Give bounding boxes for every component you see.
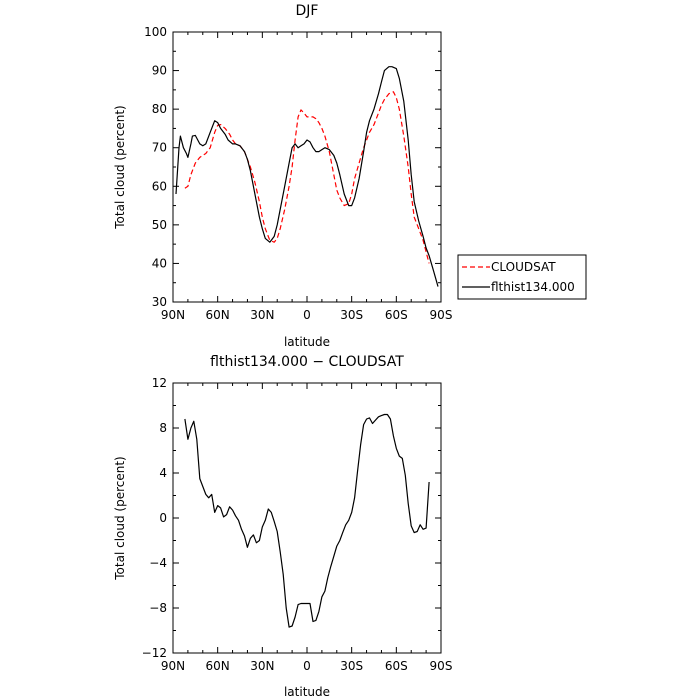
bottom-ylabel: Total cloud (percent) <box>113 456 127 580</box>
bottom-ytick-label: −4 <box>149 556 167 570</box>
bottom-xtick-label: 90N <box>161 659 185 673</box>
top-xtick-label: 90N <box>161 308 185 322</box>
bottom-xlabel: latitude <box>284 685 330 699</box>
top-ytick-label: 30 <box>152 295 167 309</box>
bottom-axis-ticks: 90N 60N 30N 0 30S 60S 90S −12 −8 −4 0 4 8 12 <box>142 376 453 673</box>
bottom-panel: flthist134.000 − CLOUDSAT 90N 60N 30N 0 30S 6… <box>113 354 452 699</box>
top-ytick-label: 50 <box>152 218 167 232</box>
bottom-title: flthist134.000 − CLOUDSAT <box>210 354 404 370</box>
top-ylabel: Total cloud (percent) <box>113 105 127 229</box>
top-xtick-label: 90S <box>430 308 453 322</box>
top-xlabel: latitude <box>284 335 330 349</box>
top-ytick-label: 70 <box>152 141 167 155</box>
top-xtick-label: 30N <box>250 308 274 322</box>
bottom-ytick-label: −12 <box>142 646 167 660</box>
top-title: DJF <box>296 3 319 19</box>
bottom-xtick-label: 90S <box>430 659 453 673</box>
bottom-ytick-label: −8 <box>149 601 167 615</box>
bottom-ytick-label: 12 <box>152 376 167 390</box>
top-panel: DJF 90N 60N 30N 0 30S 60S 90S 30 40 50 60 70 80 90 100… <box>113 3 587 349</box>
top-xtick-label: 0 <box>303 308 311 322</box>
bottom-ytick-label: 8 <box>159 421 167 435</box>
bottom-xtick-label: 60S <box>385 659 408 673</box>
bottom-ytick-label: 4 <box>159 466 167 480</box>
top-ytick-label: 80 <box>152 102 167 116</box>
legend: CLOUDSAT flthist134.000 <box>457 254 587 300</box>
top-series-line-flthist134-000 <box>175 66 439 287</box>
top-axis-ticks: 90N 60N 30N 0 30S 60S 90S 30 40 50 60 70 80 90 100 <box>144 25 452 322</box>
top-ytick-label: 100 <box>144 25 167 39</box>
legend-label-flthist: flthist134.000 <box>491 280 575 294</box>
top-series-line-cloudsat <box>184 91 430 264</box>
bottom-plot-area <box>172 382 442 654</box>
top-plot-area <box>172 31 442 303</box>
bottom-xtick-label: 0 <box>303 659 311 673</box>
top-xtick-label: 60S <box>385 308 408 322</box>
bottom-series-line-0 <box>184 413 430 628</box>
legend-label-cloudsat: CLOUDSAT <box>491 260 556 274</box>
top-xtick-label: 30S <box>340 308 363 322</box>
legend-box <box>457 254 587 300</box>
bottom-plot-frame <box>172 382 442 654</box>
top-ytick-label: 90 <box>152 64 167 78</box>
bottom-xtick-label: 30S <box>340 659 363 673</box>
top-plot-frame <box>172 31 442 303</box>
top-ytick-label: 60 <box>152 179 167 193</box>
bottom-ytick-label: 0 <box>159 511 167 525</box>
top-ytick-label: 40 <box>152 256 167 270</box>
top-xtick-label: 60N <box>206 308 230 322</box>
bottom-xtick-label: 30N <box>250 659 274 673</box>
bottom-xtick-label: 60N <box>206 659 230 673</box>
